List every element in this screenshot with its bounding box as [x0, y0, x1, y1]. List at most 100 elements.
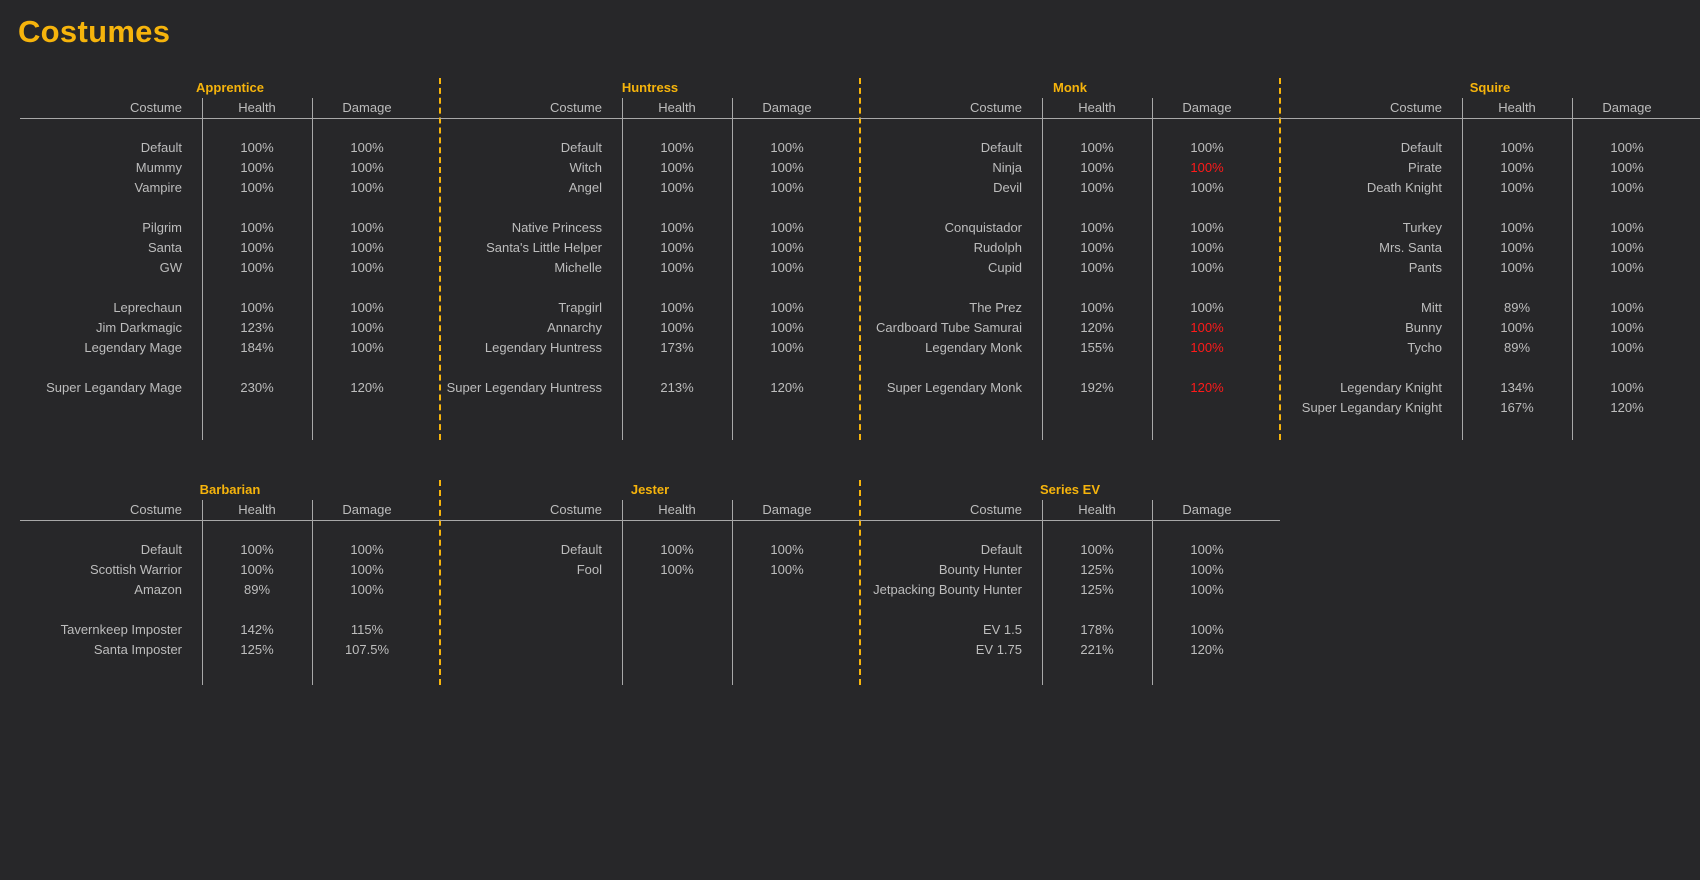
table-row: Default 100% 100%	[1280, 138, 1700, 158]
health-value: 100%	[1080, 260, 1114, 275]
damage-value: 100%	[1190, 622, 1224, 637]
column-header-costume: Costume	[969, 100, 1022, 115]
health-value: 100%	[660, 160, 694, 175]
health-value: 100%	[660, 140, 694, 155]
table-row: Legendary Mage 184% 100%	[20, 338, 440, 358]
damage-value: 107.5%	[344, 642, 390, 657]
health-value: 134%	[1500, 380, 1534, 395]
damage-value: 120%	[1190, 642, 1224, 657]
section-jester: Jester Costume Health Damage Default 100% 100%…	[440, 480, 861, 880]
table-row: Michelle 100% 100%	[440, 258, 860, 278]
costume-name: Bunny	[1405, 320, 1442, 335]
health-value: 89%	[1503, 300, 1531, 315]
table-row: EV 1.5 178% 100%	[860, 620, 1280, 640]
costume-name: Default	[1400, 140, 1442, 155]
health-value: 192%	[1080, 380, 1114, 395]
column-header-health: Health	[1498, 100, 1536, 115]
costume-name: Angel	[568, 180, 602, 195]
table-row: Conquistador 100% 100%	[860, 218, 1280, 238]
damage-value: 100%	[350, 300, 384, 315]
damage-value: 120%	[1190, 380, 1224, 395]
section-header: Monk	[1053, 80, 1087, 95]
section-monk: Monk Costume Health Damage Default 100% 100% Ni…	[860, 78, 1281, 478]
damage-value: 100%	[1610, 320, 1644, 335]
column-divider	[312, 98, 313, 440]
column-divider	[1152, 98, 1153, 440]
table-row: Super Legendary Monk 192% 120%	[860, 378, 1280, 398]
table-row: Default 100% 100%	[20, 138, 440, 158]
damage-value: 100%	[1190, 240, 1224, 255]
costume-name: Conquistador	[944, 220, 1022, 235]
health-value: 100%	[240, 180, 274, 195]
table-row: Witch 100% 100%	[440, 158, 860, 178]
costume-name: Tavernkeep Imposter	[60, 622, 182, 637]
section-separator	[859, 480, 861, 685]
column-header-costume: Costume	[129, 502, 182, 517]
table-row: Bounty Hunter 125% 100%	[860, 560, 1280, 580]
health-value: 100%	[1080, 542, 1114, 557]
table-row: Annarchy 100% 100%	[440, 318, 860, 338]
costume-name: Rudolph	[973, 240, 1022, 255]
column-header-health: Health	[658, 502, 696, 517]
health-value: 100%	[240, 300, 274, 315]
table-row: Trapgirl 100% 100%	[440, 298, 860, 318]
costume-name: Michelle	[554, 260, 602, 275]
costume-name: Super Legendary Monk	[886, 380, 1022, 395]
health-value: 100%	[1080, 140, 1114, 155]
column-divider	[732, 500, 733, 685]
column-header-damage: Damage	[1182, 502, 1232, 517]
column-divider	[1462, 98, 1463, 440]
costume-name: The Prez	[969, 300, 1022, 315]
costume-name: Santa Imposter	[93, 642, 182, 657]
table-row: Jetpacking Bounty Hunter 125% 100%	[860, 580, 1280, 600]
damage-value: 100%	[1610, 300, 1644, 315]
damage-value: 100%	[1610, 340, 1644, 355]
health-value: 89%	[243, 582, 271, 597]
costume-name: Death Knight	[1366, 180, 1442, 195]
column-header-health: Health	[658, 100, 696, 115]
table-row: Default 100% 100%	[860, 540, 1280, 560]
table-row: Vampire 100% 100%	[20, 178, 440, 198]
costume-name: Default	[980, 542, 1022, 557]
damage-value: 100%	[1190, 180, 1224, 195]
header-divider	[1280, 118, 1700, 119]
costume-name: Pirate	[1408, 160, 1442, 175]
costume-name: Leprechaun	[113, 300, 182, 315]
health-value: 100%	[1080, 220, 1114, 235]
damage-value: 100%	[770, 340, 804, 355]
health-value: 89%	[1503, 340, 1531, 355]
table-row: GW 100% 100%	[20, 258, 440, 278]
costume-name: Jetpacking Bounty Hunter	[873, 582, 1022, 597]
costume-name: Native Princess	[511, 220, 602, 235]
costume-name: Turkey	[1402, 220, 1442, 235]
costume-name: Witch	[569, 160, 603, 175]
costume-name: Super Legandary Mage	[46, 380, 182, 395]
damage-value: 100%	[770, 180, 804, 195]
health-value: 173%	[660, 340, 694, 355]
column-header-costume: Costume	[549, 100, 602, 115]
health-value: 155%	[1080, 340, 1114, 355]
section-apprentice: Apprentice Costume Health Damage Default 100%…	[20, 78, 441, 478]
column-divider	[1042, 98, 1043, 440]
section-separator	[859, 78, 861, 440]
table-row: Tavernkeep Imposter 142% 115%	[20, 620, 440, 640]
damage-value: 100%	[1190, 542, 1224, 557]
damage-value: 100%	[350, 260, 384, 275]
health-value: 100%	[1080, 300, 1114, 315]
costume-name: Default	[560, 140, 602, 155]
health-value: 100%	[660, 320, 694, 335]
column-divider	[1152, 500, 1153, 685]
costume-name: Tycho	[1407, 340, 1442, 355]
table-row: Death Knight 100% 100%	[1280, 178, 1700, 198]
table-row: Mummy 100% 100%	[20, 158, 440, 178]
damage-value: 100%	[770, 240, 804, 255]
costume-name: Legendary Huntress	[484, 340, 602, 355]
health-value: 100%	[240, 140, 274, 155]
costume-name: Annarchy	[547, 320, 602, 335]
damage-value: 120%	[350, 380, 384, 395]
header-divider	[20, 118, 440, 119]
section-barbarian: Barbarian Costume Health Damage Default 100% 1…	[20, 480, 441, 880]
costume-name: Default	[140, 140, 182, 155]
table-row: Super Legendary Huntress 213% 120%	[440, 378, 860, 398]
costume-name: Mummy	[135, 160, 182, 175]
